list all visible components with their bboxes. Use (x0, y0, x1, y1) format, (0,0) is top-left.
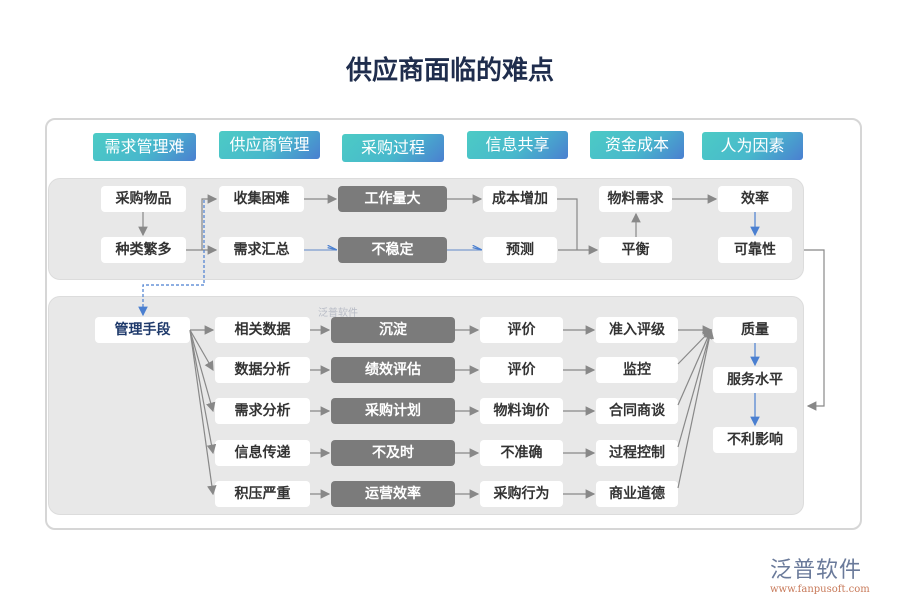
logo-url: www.fanpusoft.com (770, 584, 870, 595)
node-bottom-2-1: 采购计划 (331, 398, 455, 424)
node-top2-5: 可靠性 (718, 237, 792, 263)
header-demand: 需求管理难 (93, 133, 196, 161)
node-outcome-1: 服务水平 (713, 367, 797, 393)
arrow (189, 329, 217, 455)
arrow (677, 328, 713, 406)
node-bottom-3-3: 过程控制 (596, 440, 678, 466)
node-bottom-4-2: 采购行为 (480, 481, 563, 507)
node-bottom-4-0: 积压严重 (215, 481, 310, 507)
node-top2-4: 平衡 (599, 237, 672, 263)
header-process: 采购过程 (342, 134, 444, 162)
node-bottom-1-1: 绩效评估 (331, 357, 455, 383)
arrow (557, 198, 578, 250)
node-top2-2: 不稳定 (338, 237, 447, 263)
node-bottom-3-1: 不及时 (331, 440, 455, 466)
node-top2-3: 预测 (483, 237, 557, 263)
node-bottom-4-3: 商业道德 (596, 481, 678, 507)
node-management-means: 管理手段 (95, 317, 190, 343)
node-top1-3: 成本增加 (483, 186, 557, 212)
dashed-connector (138, 200, 205, 317)
node-bottom-3-2: 不准确 (480, 440, 563, 466)
header-cost: 资金成本 (590, 131, 684, 159)
node-outcome-0: 质量 (713, 317, 797, 343)
node-top1-2: 工作量大 (338, 186, 447, 212)
arrow (189, 329, 216, 413)
node-bottom-1-0: 数据分析 (215, 357, 310, 383)
arrow (189, 329, 217, 496)
node-outcome-2: 不利影响 (713, 427, 797, 453)
page-title: 供应商面临的难点 (345, 56, 554, 86)
node-bottom-0-0: 相关数据 (215, 317, 310, 343)
node-bottom-2-3: 合同商谈 (596, 398, 678, 424)
node-bottom-1-3: 监控 (596, 357, 678, 383)
node-bottom-1-2: 评价 (480, 357, 563, 383)
arrow (804, 249, 825, 411)
header-supplier: 供应商管理 (219, 131, 320, 159)
node-bottom-0-1: 沉淀 (331, 317, 455, 343)
node-bottom-0-3: 准入评级 (596, 317, 678, 343)
node-bottom-4-1: 运营效率 (331, 481, 455, 507)
logo: 泛普软件 www.fanpusoft.com (770, 552, 870, 595)
header-human: 人为因素 (702, 132, 803, 160)
node-top1-5: 效率 (718, 186, 792, 212)
node-bottom-3-0: 信息传递 (215, 440, 310, 466)
node-top1-4: 物料需求 (599, 186, 672, 212)
logo-name: 泛普软件 (770, 558, 863, 583)
watermark: 泛普软件 (318, 308, 358, 319)
node-top2-1: 需求汇总 (219, 237, 304, 263)
arrow (677, 328, 714, 448)
arrow (677, 328, 714, 489)
node-top1-1: 收集困难 (219, 186, 304, 212)
arrow (201, 194, 218, 250)
node-bottom-2-2: 物料询价 (480, 398, 563, 424)
outer-frame (45, 118, 862, 530)
header-info: 信息共享 (467, 131, 568, 159)
node-bottom-2-0: 需求分析 (215, 398, 310, 424)
node-bottom-0-2: 评价 (480, 317, 563, 343)
arrow (189, 329, 214, 372)
node-top2-0: 种类繁多 (101, 237, 186, 263)
node-top1-0: 采购物品 (101, 186, 186, 212)
